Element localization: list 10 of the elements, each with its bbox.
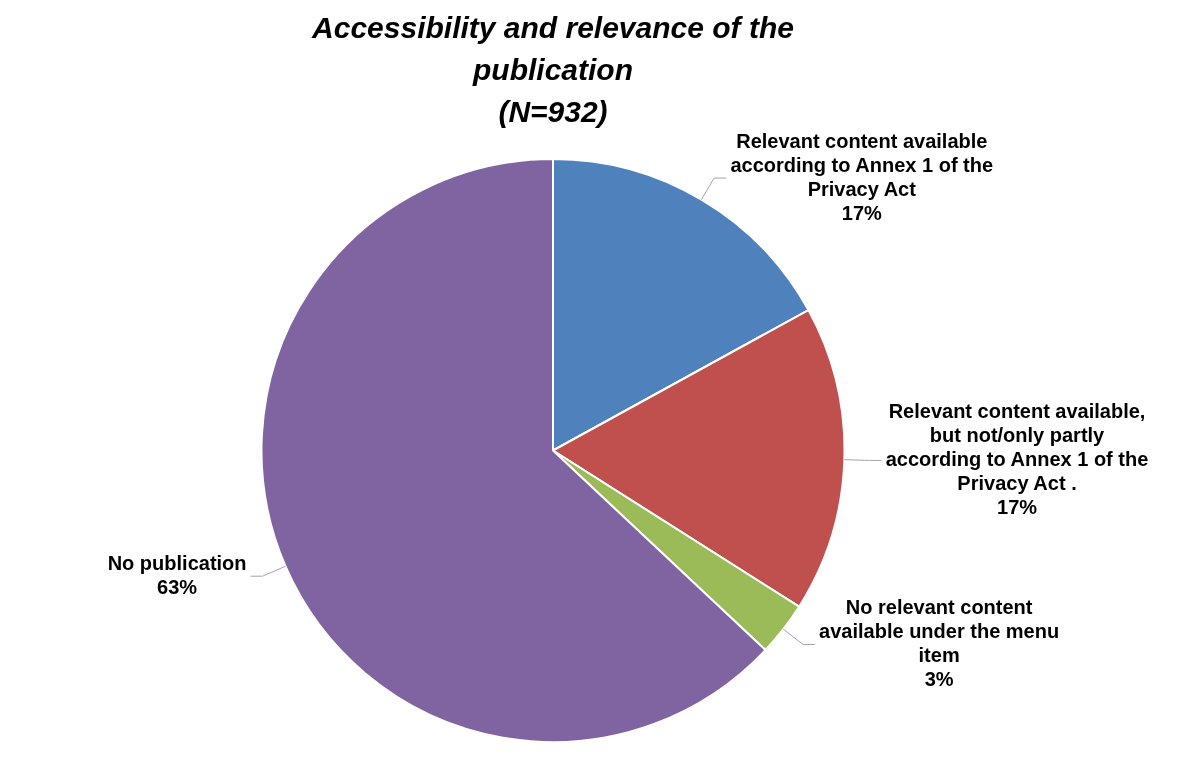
slice-label: Relevant content available according to Annex 1 of the Privacy Act — [730, 129, 994, 200]
chart-subtitle: (N=932) — [498, 95, 608, 129]
slice-label: No publication — [107, 551, 247, 574]
data-label: 17% — [841, 201, 883, 224]
data-label: 3% — [924, 668, 954, 690]
slice-label: Relevant content available, but not/only partly according to Annex 1 of the Privacy Act . — [885, 399, 1149, 494]
chart-title: Accessibility and relevance of the publication — [311, 11, 794, 87]
data-label: 63% — [157, 575, 198, 598]
data-label: 17% — [997, 495, 1038, 518]
slice-label: No relevant content available under the menu item — [819, 596, 1060, 666]
